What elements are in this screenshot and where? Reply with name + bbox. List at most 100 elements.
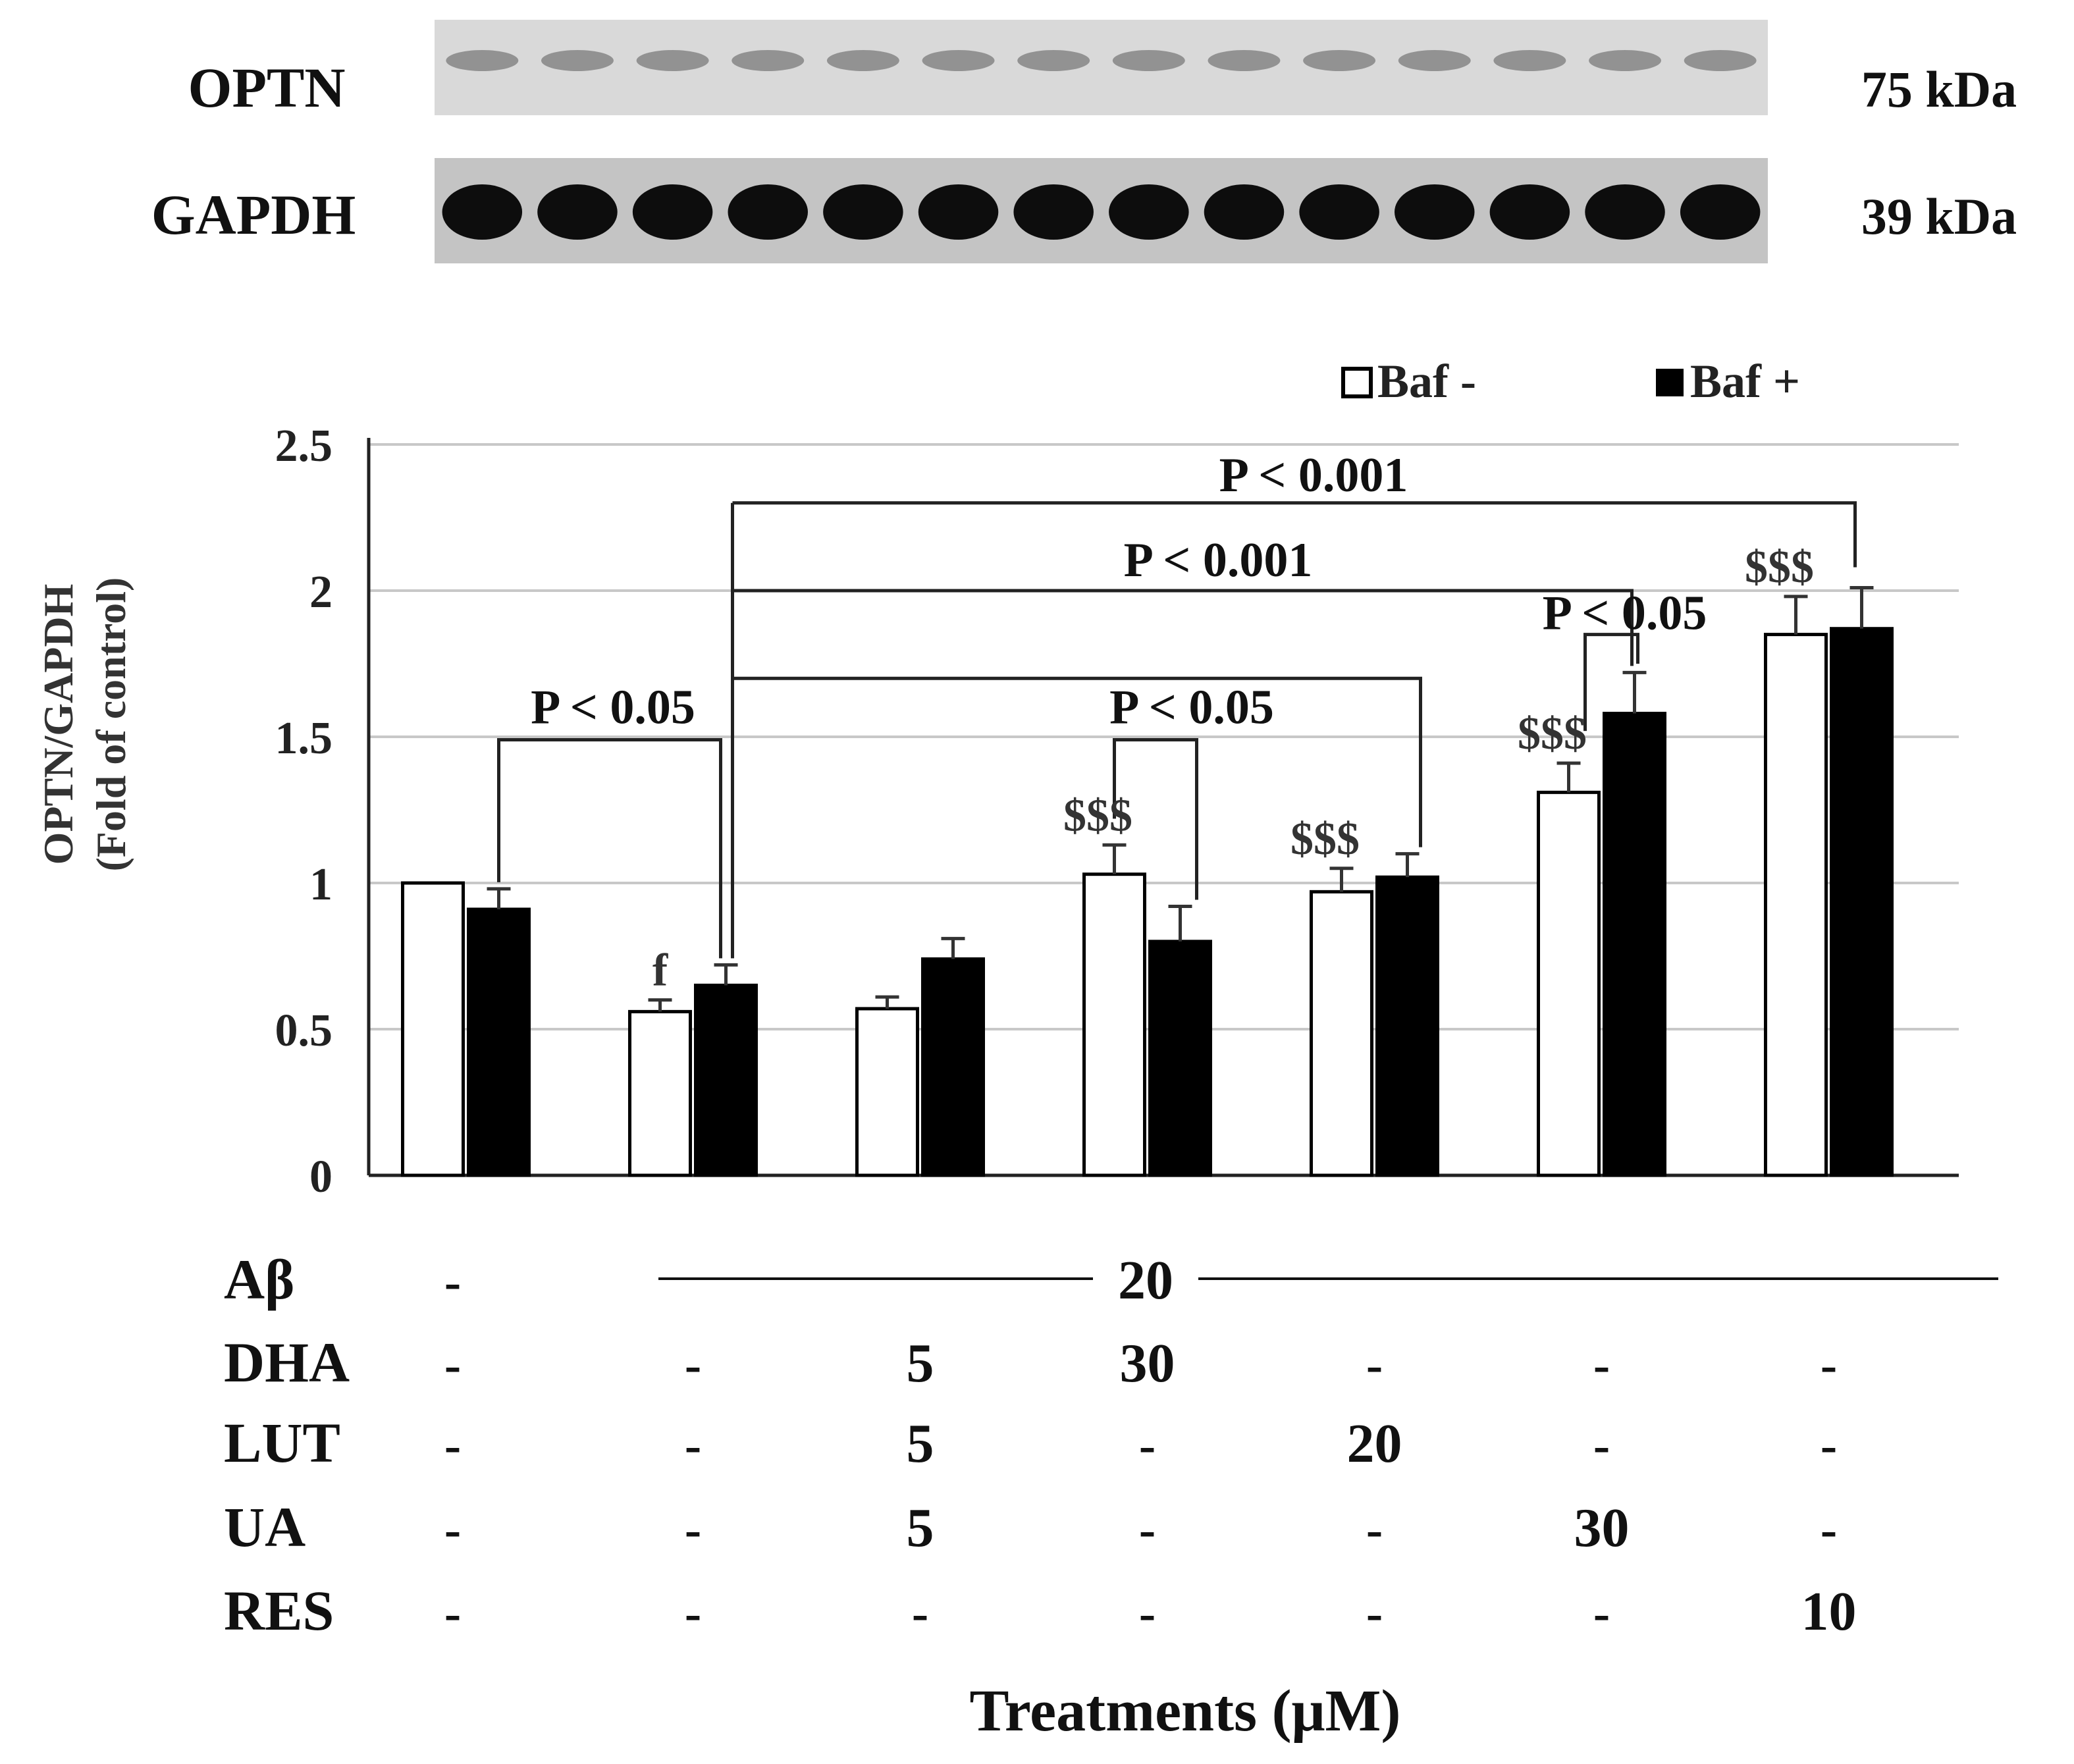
treatment-row-label: UA — [224, 1495, 306, 1559]
optn-band — [731, 50, 805, 71]
optn-band — [1398, 50, 1471, 71]
y-tick-label: 1 — [309, 859, 332, 910]
treatment-cell: - — [1139, 1418, 1156, 1473]
significance-bracket — [1113, 737, 1198, 900]
gapdh-band — [632, 184, 713, 240]
gapdh-band — [728, 184, 808, 240]
bar-annotation: $$$ — [1745, 542, 1814, 593]
treatment-cell: 5 — [907, 1413, 934, 1474]
optn-band — [446, 50, 519, 71]
treatment-cell: 10 — [1801, 1581, 1857, 1642]
gapdh-band — [1299, 184, 1379, 240]
treatment-cell: - — [1593, 1418, 1610, 1473]
bar-baf-minus — [1082, 872, 1146, 1177]
significance-label: P < 0.05 — [531, 680, 695, 734]
optn-band — [826, 50, 899, 71]
bars — [401, 586, 1894, 1177]
optn-band — [1208, 50, 1281, 71]
optn-row-label: OPTN — [188, 56, 346, 119]
bar-baf-minus — [855, 1007, 919, 1177]
bar-baf-plus — [467, 907, 531, 1177]
legend-label-baf-minus: Baf - — [1377, 355, 1476, 408]
treatment-row-label: RES — [224, 1579, 334, 1642]
treatment-cell: - — [1366, 1337, 1383, 1393]
legend-swatch-baf-minus — [1341, 367, 1373, 398]
y-axis-label-line2: (Fold of control) — [88, 577, 134, 872]
treatment-cell: - — [1821, 1418, 1837, 1473]
optn-band — [1493, 50, 1566, 71]
optn-band — [1684, 50, 1757, 71]
treatment-cell: - — [444, 1418, 461, 1473]
treatment-cell: - — [912, 1586, 928, 1641]
treatment-cell: - — [1593, 1337, 1610, 1393]
bar-annotation: $$$ — [1290, 814, 1360, 865]
optn-bands — [446, 50, 1757, 71]
bar-annotation: f — [652, 946, 668, 996]
treatment-cell: - — [1593, 1586, 1610, 1641]
gapdh-bands — [442, 184, 1761, 240]
gapdh-band — [1680, 184, 1761, 240]
treatment-cell: - — [1821, 1502, 1837, 1557]
legend-swatch-baf-plus — [1656, 369, 1684, 396]
gapdh-band — [537, 184, 618, 240]
treatment-cell: 20 — [1347, 1413, 1402, 1474]
treatment-table: Aβ - DHA - - 5 30 - - - LUT - - 5 - 20 - - UA - - 5 - - 30 - RES - -… — [224, 1248, 1998, 1642]
bar-baf-plus — [1375, 875, 1439, 1177]
optn-band — [1112, 50, 1185, 71]
bar-baf-minus — [628, 1009, 692, 1177]
gapdh-row-label: GAPDH — [151, 183, 356, 246]
y-tick-label: 0 — [309, 1152, 332, 1202]
optn-band — [1017, 50, 1090, 71]
treatment-cell: - — [1366, 1502, 1383, 1557]
treatment-cell: - — [685, 1337, 701, 1393]
significance-bracket — [497, 737, 722, 959]
western-blot: OPTN GAPDH 75 kDa 39 kDa — [151, 20, 2017, 263]
bar-baf-minus — [1764, 633, 1828, 1177]
gapdh-band — [1013, 184, 1094, 240]
bar-annotation: $$$ — [1063, 790, 1132, 841]
significance-brackets: P < 0.05 P < 0.001 P < 0.001 P < 0.05 P < 0.… — [497, 448, 1857, 959]
bar-baf-plus — [1603, 711, 1666, 1177]
treatment-cell: 30 — [1120, 1333, 1175, 1394]
treatment-cell: - — [1366, 1586, 1383, 1641]
gapdh-band — [442, 184, 523, 240]
gapdh-band — [1395, 184, 1475, 240]
significance-bracket — [732, 501, 1857, 568]
y-tick-label: 2 — [309, 567, 332, 618]
gapdh-band — [1109, 184, 1189, 240]
optn-band — [541, 50, 614, 71]
significance-label: P < 0.001 — [1124, 533, 1313, 587]
x-axis-label: Treatments (μM) — [970, 1678, 1401, 1744]
abeta-range-value: 20 — [1118, 1250, 1173, 1311]
treatment-row-label: LUT — [224, 1411, 340, 1474]
gapdh-band — [823, 184, 903, 240]
gapdh-size-label: 39 kDa — [1861, 188, 2017, 245]
optn-band — [636, 50, 709, 71]
treatment-cell: - — [1139, 1502, 1156, 1557]
bar-baf-minus — [1310, 890, 1373, 1177]
treatment-row-label: Aβ — [224, 1248, 294, 1311]
gapdh-band — [918, 184, 999, 240]
y-tick-label: 0.5 — [275, 1005, 333, 1056]
treatment-cell: 5 — [907, 1333, 934, 1394]
treatment-cell: - — [685, 1586, 701, 1641]
optn-band — [1589, 50, 1661, 71]
y-tick-label: 1.5 — [275, 713, 333, 764]
treatment-cell: - — [1821, 1337, 1837, 1393]
bar-baf-plus — [921, 957, 985, 1177]
treatment-row-label: DHA — [224, 1331, 350, 1394]
treatment-cell: - — [685, 1502, 701, 1557]
treatment-cell: - — [444, 1502, 461, 1557]
bar-baf-minus — [1537, 790, 1601, 1177]
significance-label: P < 0.05 — [1109, 680, 1274, 734]
optn-band — [922, 50, 995, 71]
gapdh-band — [1204, 184, 1285, 240]
y-tick-label: 2.5 — [275, 421, 333, 471]
gapdh-band — [1585, 184, 1665, 240]
optn-size-label: 75 kDa — [1861, 61, 2017, 118]
y-axis-label-line1: OPTN/GAPDH — [35, 584, 82, 865]
treatment-cell: - — [1139, 1586, 1156, 1641]
bar-labels: f $$$ $$$ $$$ $$$ — [652, 542, 1814, 996]
bar-baf-plus — [1148, 940, 1212, 1177]
